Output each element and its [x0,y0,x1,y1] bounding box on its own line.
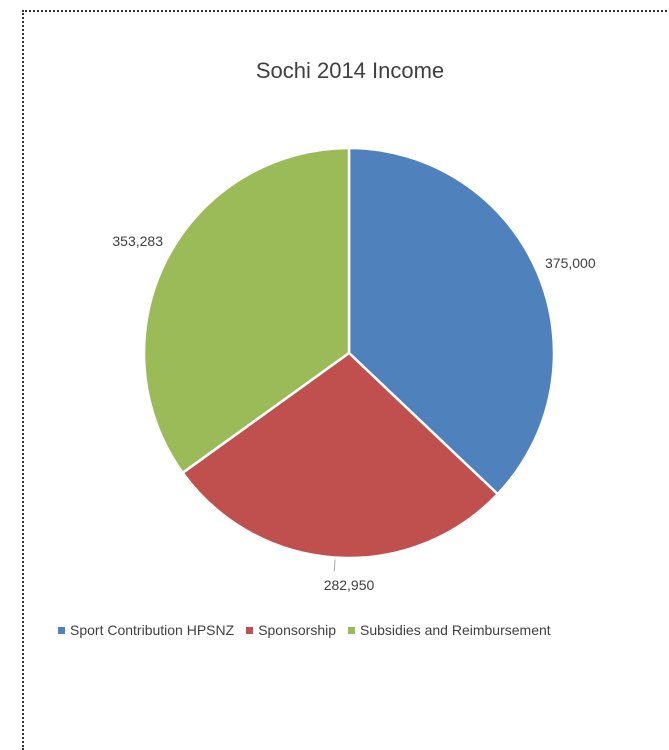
chart-title: Sochi 2014 Income [255,58,445,83]
legend-item-1: Sport Contribution HPSNZ [58,622,234,638]
leader-line-2 [333,559,336,572]
legend-swatch-icon [58,626,65,634]
data-label-3: 353,283 [112,233,163,249]
legend-item-2: Sponsorship [246,622,336,638]
legend-swatch-icon [348,626,356,634]
chart-legend: Sport Contribution HPSNZ Sponsorship Subsi… [58,622,563,638]
legend-label: Sport Contribution HPSNZ [70,622,235,638]
pie-slice-2 [181,351,499,560]
pie-slice-3 [142,146,351,475]
data-label-2: 282,950 [324,577,375,593]
pie-slice-1 [347,146,556,496]
legend-label: Sponsorship [258,622,337,638]
legend-label: Subsidies and Reimbursement [360,622,551,638]
chart-frame [22,10,669,750]
pie-chart: 375,000 282,950 353,283 [112,146,596,593]
legend-swatch-icon [246,626,254,634]
legend-item-3: Subsidies and Reimbursement [348,622,551,638]
data-label-1: 375,000 [545,255,596,271]
